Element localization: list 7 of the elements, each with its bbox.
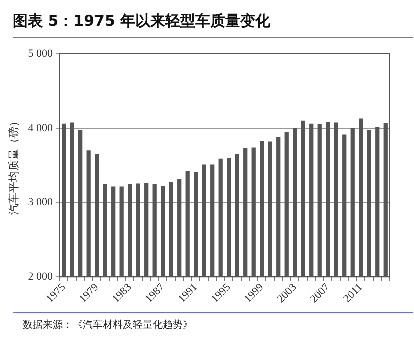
- y-tick-label: 5 000: [28, 48, 54, 60]
- y-tick-label: 2 000: [28, 271, 54, 283]
- y-axis-title: 汽车平均质量（磅）: [7, 116, 20, 216]
- chart-title: 图表 5：1975 年以来轻型车质量变化: [13, 8, 413, 38]
- y-tick-label: 3 000: [28, 196, 54, 209]
- y-tick-label: 4 000: [28, 122, 54, 134]
- source-note: 数据来源：《汽车材料及轻量化趋势》: [13, 312, 413, 339]
